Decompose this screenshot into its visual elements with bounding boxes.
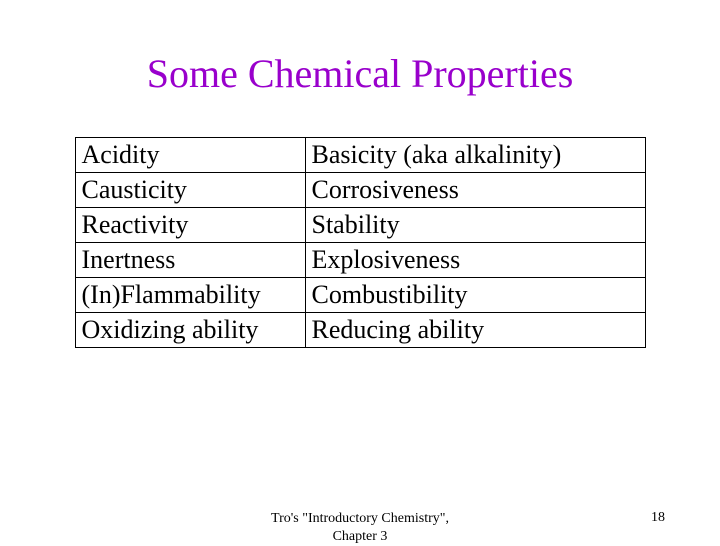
table-row: Oxidizing ability Reducing ability [75, 313, 645, 348]
table-cell: Acidity [75, 138, 305, 173]
table-row: Acidity Basicity (aka alkalinity) [75, 138, 645, 173]
table-cell: Corrosiveness [305, 173, 645, 208]
table-cell: Inertness [75, 243, 305, 278]
slide: Some Chemical Properties Acidity Basicit… [0, 0, 720, 540]
slide-title: Some Chemical Properties [50, 50, 670, 97]
table-cell: Oxidizing ability [75, 313, 305, 348]
properties-table: Acidity Basicity (aka alkalinity) Causti… [75, 137, 646, 348]
footer-citation-line2: Chapter 3 [333, 529, 388, 544]
table-cell: (In)Flammability [75, 278, 305, 313]
table-row: Inertness Explosiveness [75, 243, 645, 278]
table-row: (In)Flammability Combustibility [75, 278, 645, 313]
table-cell: Causticity [75, 173, 305, 208]
table-cell: Basicity (aka alkalinity) [305, 138, 645, 173]
table-cell: Reactivity [75, 208, 305, 243]
table-cell: Stability [305, 208, 645, 243]
footer-citation-line1: Tro's "Introductory Chemistry", [271, 511, 449, 526]
footer-citation: Tro's "Introductory Chemistry", Chapter … [271, 510, 449, 546]
table-cell: Combustibility [305, 278, 645, 313]
table-cell: Reducing ability [305, 313, 645, 348]
properties-table-wrap: Acidity Basicity (aka alkalinity) Causti… [50, 137, 670, 348]
table-cell: Explosiveness [305, 243, 645, 278]
table-row: Reactivity Stability [75, 208, 645, 243]
table-row: Causticity Corrosiveness [75, 173, 645, 208]
page-number: 18 [651, 510, 665, 526]
